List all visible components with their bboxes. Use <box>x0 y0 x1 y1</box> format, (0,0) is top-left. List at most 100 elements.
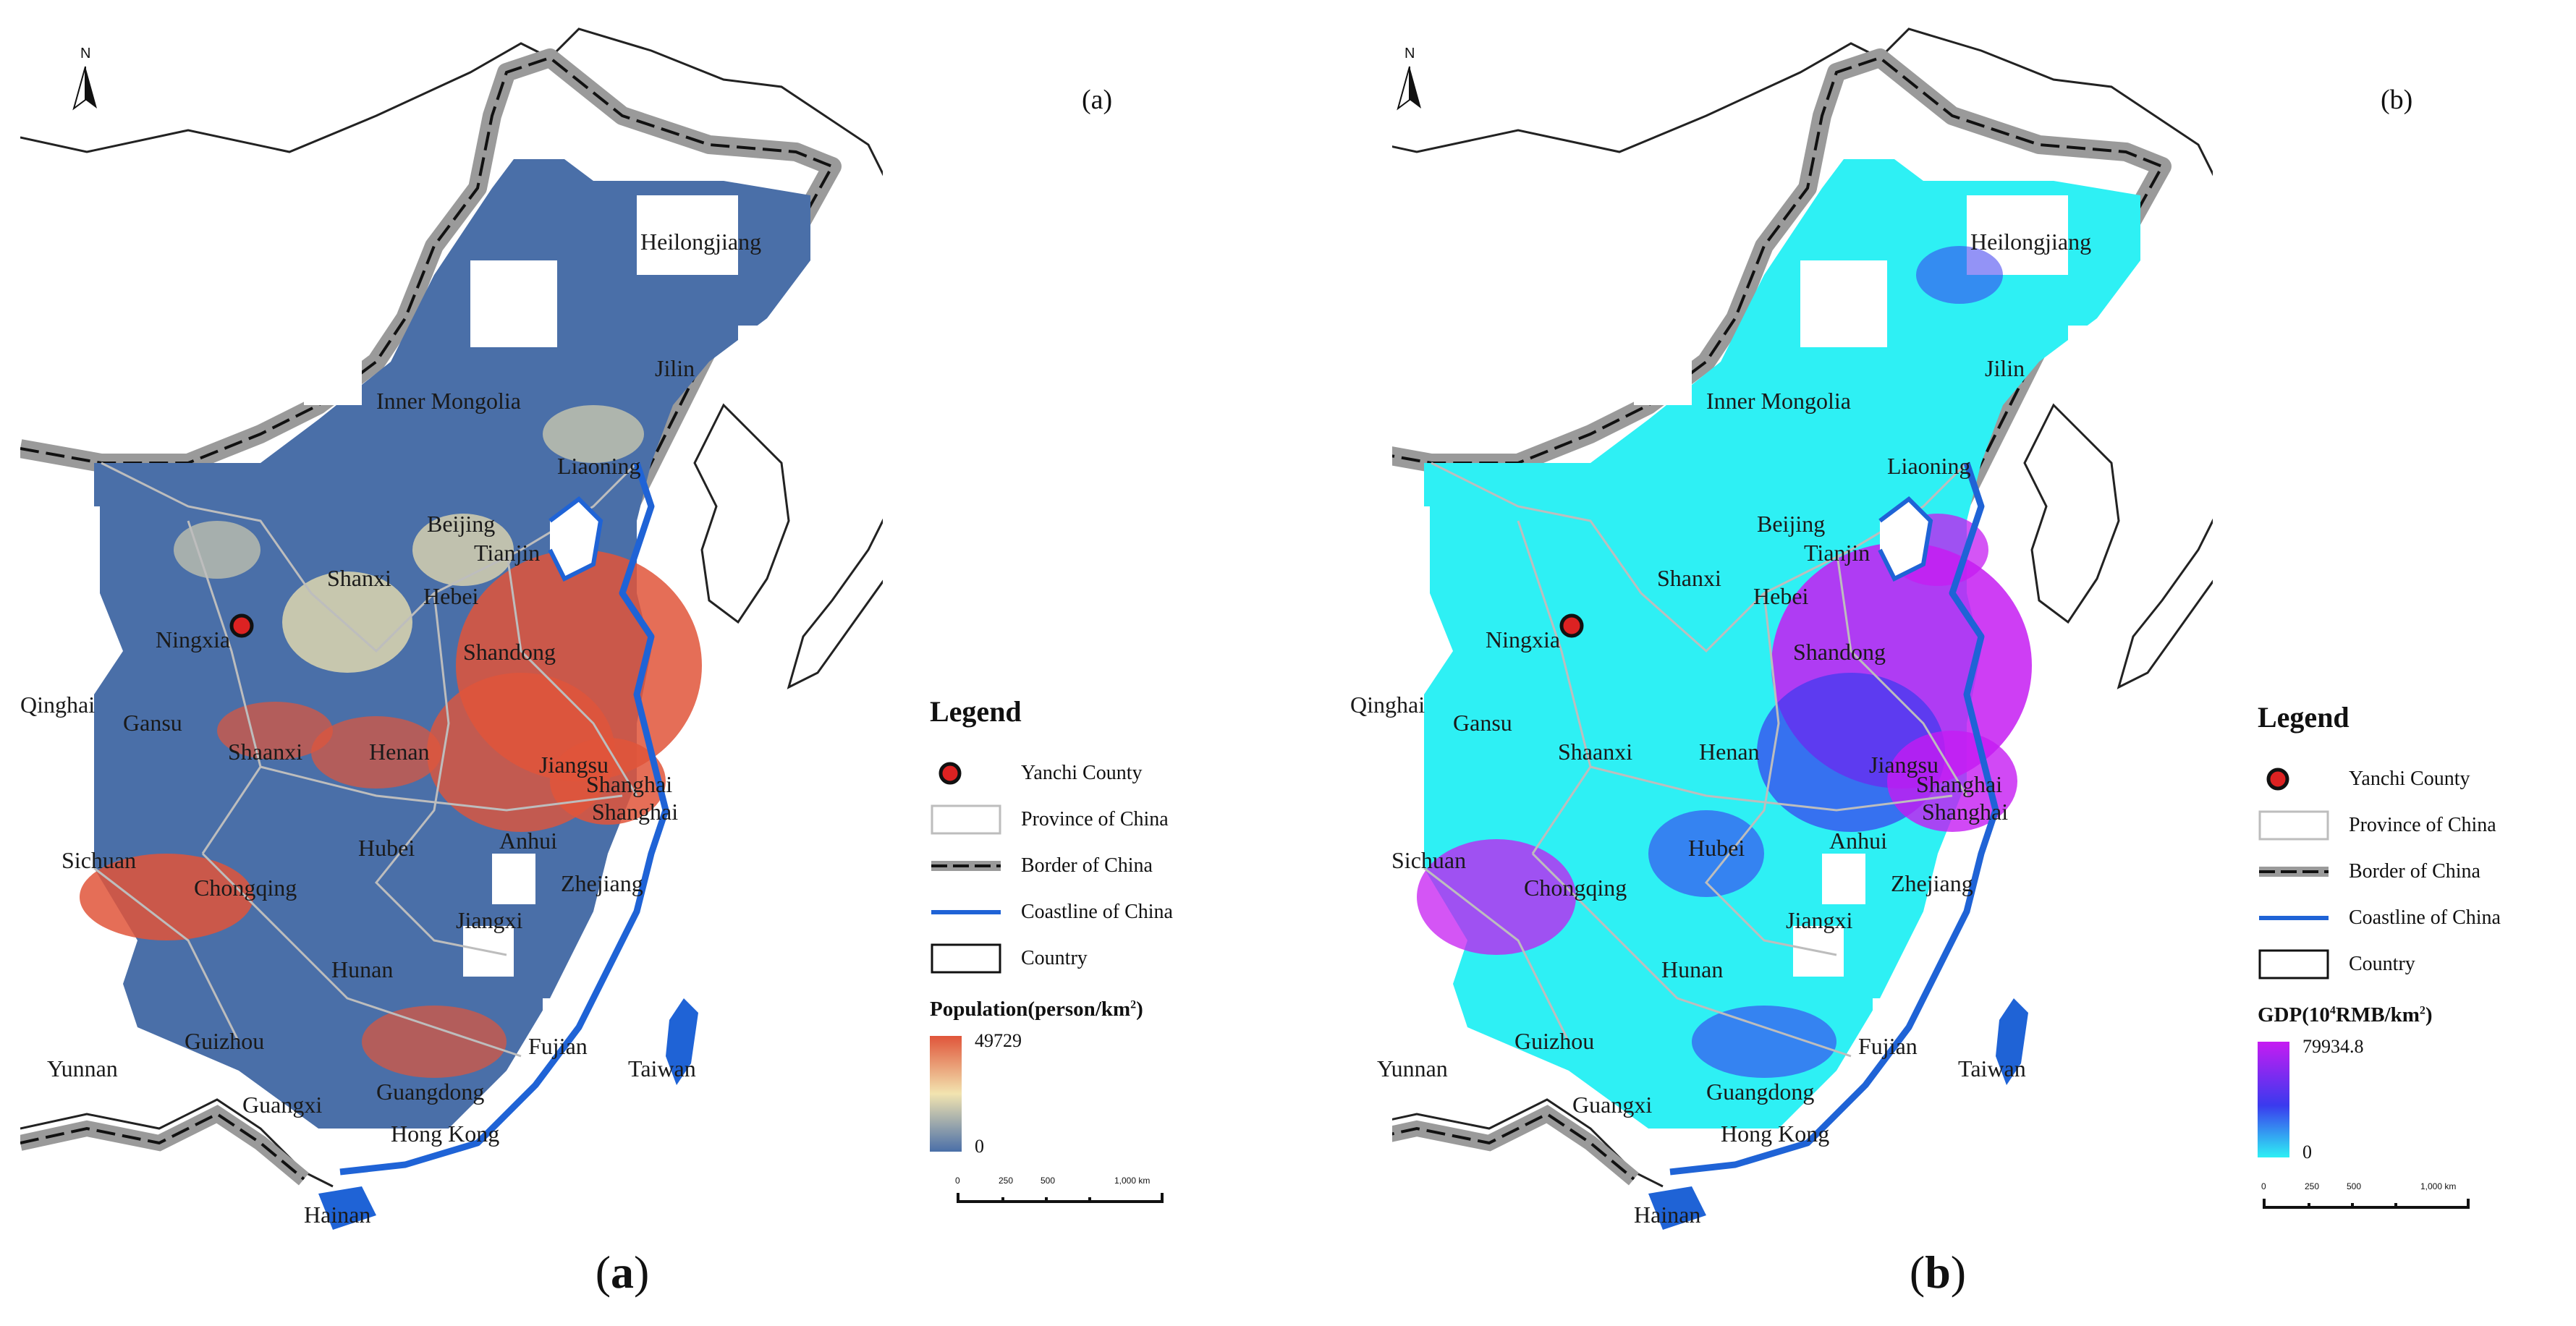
label-heilongjiang: Heilongjiang <box>1970 229 2091 255</box>
legend-item-yanchi: Yanchi County <box>930 750 1263 796</box>
scale-tick-0: 0 <box>955 1176 960 1186</box>
label-anhui: Anhui <box>1829 828 1887 854</box>
legend-label: Province of China <box>1021 808 1169 830</box>
coastline-icon <box>2258 902 2330 934</box>
legend-label: Yanchi County <box>2349 768 2470 790</box>
label-fujian: Fujian <box>1858 1033 1918 1059</box>
panel-caption: (b) <box>1909 1246 1967 1298</box>
label-sichuan: Sichuan <box>62 847 136 873</box>
legend-label: Coastline of China <box>1021 901 1173 923</box>
label-tianjin: Tianjin <box>1804 540 1870 566</box>
legend: Legend Yanchi County Province of China B… <box>930 694 1263 1166</box>
label-jiangxi: Jiangxi <box>456 907 523 933</box>
legend-item-yanchi: Yanchi County <box>2258 756 2569 802</box>
label-anhui: Anhui <box>499 828 557 854</box>
label-jiangsu: Jiangsu <box>1869 752 1939 778</box>
scale-bar: 0 250 500 1,000 km <box>2261 1181 2478 1225</box>
legend-label: Yanchi County <box>1021 762 1143 784</box>
label-inner-mongolia: Inner Mongolia <box>1706 388 1851 414</box>
ramp-min: 0 <box>2302 1142 2312 1163</box>
hainan-island <box>318 1186 376 1230</box>
panel-caption: (a) <box>595 1246 650 1298</box>
label-hebei: Hebei <box>423 583 479 609</box>
scale-tick-500: 500 <box>1041 1176 1056 1186</box>
coastline <box>339 462 669 1176</box>
label-yunnan: Yunnan <box>1377 1055 1448 1081</box>
label-jilin: Jilin <box>655 355 695 381</box>
label-zhejiang: Zhejiang <box>561 870 643 896</box>
legend-item-country: Country <box>930 935 1263 982</box>
ramp-title: Population(person/km2) <box>930 998 1143 1021</box>
label-guangxi: Guangxi <box>1572 1092 1652 1118</box>
coastline-icon <box>930 896 1002 928</box>
scale-tick-1000: 1,000 km <box>2420 1181 2457 1191</box>
legend-item-province: Province of China <box>2258 802 2569 849</box>
legend-item-province: Province of China <box>930 796 1263 843</box>
province-labels: Heilongjiang Jilin Inner Mongolia Liaoni… <box>20 229 761 1228</box>
label-chongqing: Chongqing <box>194 875 297 901</box>
label-jiangxi: Jiangxi <box>1786 907 1853 933</box>
label-fujian: Fujian <box>528 1033 588 1059</box>
legend: Legend Yanchi County Province of China B… <box>2258 700 2569 1172</box>
hainan-island <box>1648 1186 1706 1230</box>
gdp-map: N (b) Heilongjiang Jilin Inner Mongolia … <box>1350 27 2412 1230</box>
border-line-icon <box>2258 856 2330 888</box>
country-outline-korea <box>693 403 790 624</box>
legend-title: Legend <box>2258 701 2350 734</box>
label-hong-kong: Hong Kong <box>1721 1121 1829 1147</box>
label-inner-mongolia: Inner Mongolia <box>376 388 521 414</box>
legend-item-border: Border of China <box>930 843 1263 889</box>
population-map: N (a) Heilongjiang Jilin Inner Mongolia … <box>20 27 1112 1230</box>
china-border-dash-sw <box>20 1112 305 1181</box>
label-shanghai: Shanghai <box>586 771 672 797</box>
label-hainan: Hainan <box>1634 1202 1700 1228</box>
label-beijing: Beijing <box>1757 511 1825 537</box>
raster-coverage <box>94 159 810 1129</box>
label-shanghai-2: Shanghai <box>592 799 678 825</box>
scale-tick-500: 500 <box>2347 1181 2362 1191</box>
legend-label: Border of China <box>2349 860 2480 883</box>
label-henan: Henan <box>1699 739 1760 765</box>
country-box-icon <box>2258 948 2330 980</box>
label-shanxi: Shanxi <box>327 565 391 591</box>
label-qinghai: Qinghai <box>1350 692 1425 718</box>
coastline <box>1669 462 1999 1176</box>
label-jilin: Jilin <box>1985 355 2025 381</box>
label-gansu: Gansu <box>1453 710 1512 736</box>
scale-bar: 0 250 500 1,000 km <box>955 1176 1172 1219</box>
label-taiwan: Taiwan <box>1958 1055 2026 1081</box>
province-labels: Heilongjiang Jilin Inner Mongolia Liaoni… <box>1350 229 2091 1228</box>
province-box-icon <box>930 804 1002 836</box>
label-guangdong: Guangdong <box>1706 1079 1814 1105</box>
svg-text:N: N <box>1404 46 1415 61</box>
north-arrow-icon: N <box>1397 46 1421 111</box>
color-ramp-bar <box>930 1036 962 1152</box>
label-taiwan: Taiwan <box>628 1055 696 1081</box>
border-line-icon <box>930 850 1002 882</box>
label-heilongjiang: Heilongjiang <box>640 229 761 255</box>
legend-item-coastline: Coastline of China <box>2258 895 2569 941</box>
label-guangxi: Guangxi <box>242 1092 322 1118</box>
label-hainan: Hainan <box>304 1202 370 1228</box>
label-henan: Henan <box>369 739 430 765</box>
label-hunan: Hunan <box>331 956 393 982</box>
province-box-icon <box>2258 809 2330 841</box>
label-qinghai: Qinghai <box>20 692 95 718</box>
label-jiangsu: Jiangsu <box>539 752 609 778</box>
panel-tag: (b) <box>2381 85 2412 115</box>
legend-item-border: Border of China <box>2258 849 2569 895</box>
scale-tick-250: 250 <box>999 1176 1014 1186</box>
label-gansu: Gansu <box>123 710 182 736</box>
label-hubei: Hubei <box>1688 835 1745 861</box>
yanchi-county-marker <box>229 613 254 638</box>
legend-label: Province of China <box>2349 814 2496 836</box>
label-shandong: Shandong <box>1793 639 1886 665</box>
label-guizhou: Guizhou <box>1514 1028 1594 1054</box>
legend-item-coastline: Coastline of China <box>930 889 1263 935</box>
label-liaoning: Liaoning <box>1887 453 1971 479</box>
north-arrow-icon: N <box>72 46 97 111</box>
legend-item-country: Country <box>2258 941 2569 987</box>
label-shanghai-2: Shanghai <box>1922 799 2008 825</box>
legend-label: Border of China <box>1021 854 1153 877</box>
legend-label: Country <box>2349 953 2415 975</box>
